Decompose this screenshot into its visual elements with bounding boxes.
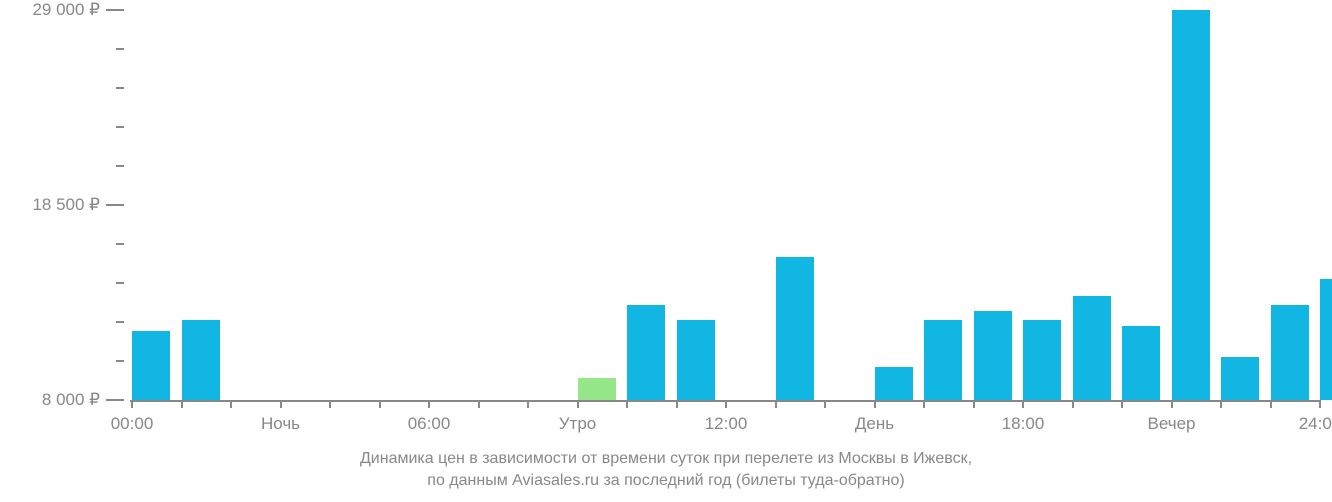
x-tick [1022,400,1024,408]
y-axis-label: 8 000 ₽ [42,390,100,410]
x-tick [1121,400,1123,408]
x-axis-label: Утро [559,414,597,434]
bar [627,305,665,400]
x-axis-label: 24:00 [1299,414,1332,434]
x-tick [131,400,133,408]
x-tick [1220,400,1222,408]
y-tick-minor [116,282,124,284]
x-axis-label: 18:00 [1002,414,1045,434]
x-tick [824,400,826,408]
x-tick [230,400,232,408]
y-tick-minor [116,87,124,89]
x-tick [478,400,480,408]
y-tick-minor [116,48,124,50]
bar [974,311,1012,400]
y-tick-minor [116,126,124,128]
x-axis-label: 12:00 [705,414,748,434]
bar [1172,10,1210,400]
x-axis-label: Вечер [1148,414,1196,434]
plot-area [130,10,1320,400]
x-tick [626,400,628,408]
bar-highlight [578,378,616,400]
x-tick [874,400,876,408]
x-tick [379,400,381,408]
x-tick [775,400,777,408]
bar [1221,357,1259,400]
y-tick-minor [116,165,124,167]
x-tick [923,400,925,408]
y-axis-label: 18 500 ₽ [32,195,100,215]
bar [1320,279,1332,400]
x-tick [725,400,727,408]
bar [132,331,170,400]
x-tick [527,400,529,408]
x-tick [973,400,975,408]
x-axis-label: 00:00 [111,414,154,434]
x-tick [1072,400,1074,408]
bar [1073,296,1111,400]
bar [182,320,220,400]
y-tick-minor [116,360,124,362]
bar [875,367,913,400]
x-tick [280,400,282,408]
x-tick [1270,400,1272,408]
bars-container [130,10,1320,400]
chart-caption-line1: Динамика цен в зависимости от времени су… [0,448,1332,470]
bar [677,320,715,400]
bar [1023,320,1061,400]
y-tick-minor [116,243,124,245]
y-tick-major [106,9,124,11]
x-tick [577,400,579,408]
bar [1122,326,1160,400]
x-axis-label: 06:00 [408,414,451,434]
x-tick [329,400,331,408]
y-tick-major [106,399,124,401]
x-tick [181,400,183,408]
bar [1271,305,1309,400]
x-tick [1171,400,1173,408]
chart-caption-line2: по данным Aviasales.ru за последний год … [0,470,1332,492]
bar [776,257,814,400]
y-axis: 8 000 ₽18 500 ₽29 000 ₽ [0,10,130,400]
x-tick [676,400,678,408]
bar [924,320,962,400]
x-axis-label: День [855,414,894,434]
price-by-time-chart: 8 000 ₽18 500 ₽29 000 ₽ 00:00Ночь06:00Ут… [0,0,1332,502]
y-tick-minor [116,321,124,323]
x-tick [428,400,430,408]
y-axis-label: 29 000 ₽ [32,0,100,20]
x-axis-label: Ночь [261,414,300,434]
y-tick-major [106,204,124,206]
x-tick [1319,400,1321,408]
